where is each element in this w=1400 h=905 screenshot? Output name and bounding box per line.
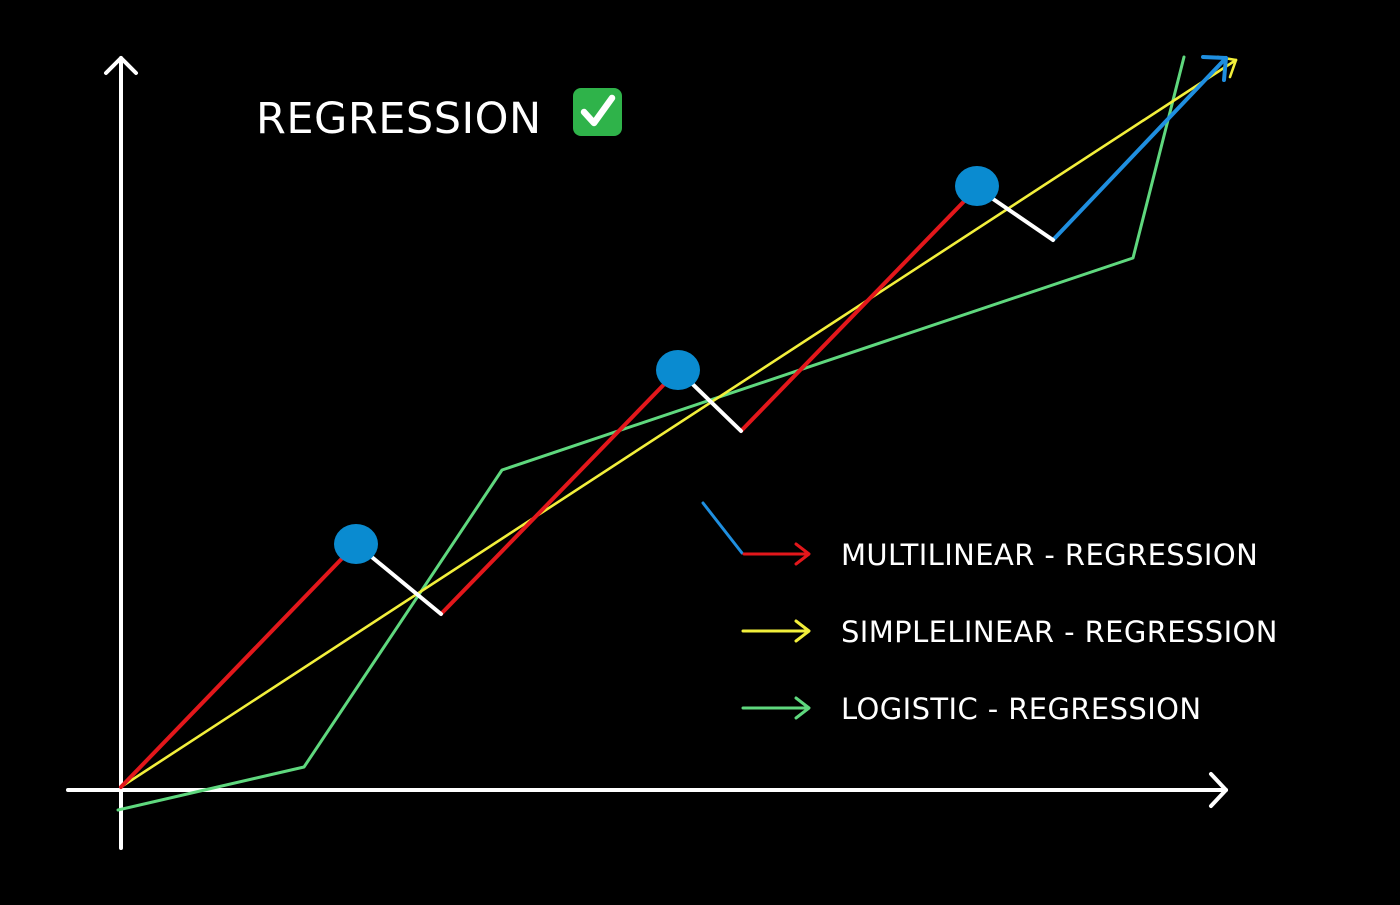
legend-label-logistic: LOGISTIC - REGRESSION (841, 692, 1202, 726)
multilinear-regression-line (119, 55, 1228, 789)
simplelinear-regression-line (119, 55, 1238, 789)
legend-swatch-multilinear (701, 501, 811, 566)
y-axis-arrowhead (104, 56, 138, 75)
data-points (334, 166, 999, 564)
x-axis-arrowhead (1209, 772, 1228, 808)
data-point-3 (955, 166, 999, 206)
data-point-1 (334, 524, 378, 564)
legend-label-simplelinear: SIMPLELINEAR - REGRESSION (841, 615, 1278, 649)
data-point-2 (656, 350, 700, 390)
multilinear-arrowhead (1201, 55, 1228, 82)
legend-swatch-logistic (741, 696, 811, 720)
logistic-regression-line (116, 55, 1186, 812)
legend-swatch-simplelinear (741, 619, 811, 643)
check-mark-button-icon (573, 88, 622, 136)
legend: MULTILINEAR - REGRESSION SIMPLELINEAR - … (701, 501, 1278, 726)
legend-label-multilinear: MULTILINEAR - REGRESSION (841, 538, 1258, 572)
diagram-title: REGRESSION (256, 94, 542, 144)
axes (66, 56, 1228, 850)
